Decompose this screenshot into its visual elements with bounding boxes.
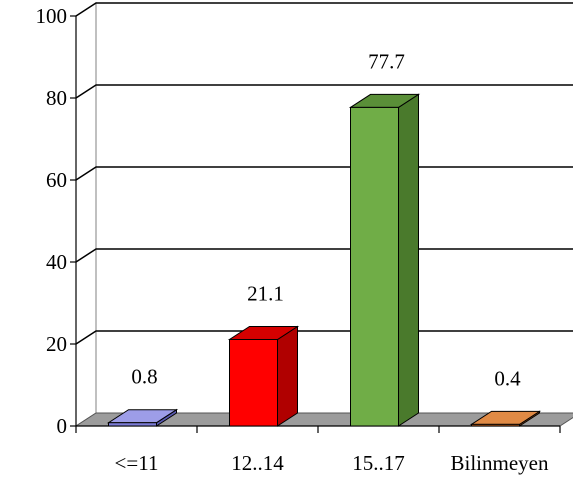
bar-front	[108, 422, 157, 427]
bar	[348, 93, 421, 427]
y-tick-label: 60	[46, 168, 67, 192]
chart-walls	[75, 2, 573, 427]
y-tick-label: 100	[36, 4, 68, 28]
bar-side	[277, 325, 298, 427]
bar	[469, 410, 542, 427]
bar-front	[350, 106, 399, 427]
y-tick-label: 40	[46, 250, 67, 274]
data-labels: 0.8 21.1 77.7 0.4	[131, 49, 521, 390]
bar-front	[229, 338, 278, 427]
category-label: <=11	[115, 451, 159, 475]
data-label: 21.1	[247, 281, 284, 305]
data-label: 0.4	[494, 366, 521, 390]
bars	[106, 93, 542, 427]
gridline	[75, 2, 573, 17]
category-labels: <=11 12..14 15..17 Bilinmeyen	[115, 451, 549, 475]
category-label: 15..17	[352, 451, 405, 475]
category-label: 12..14	[231, 451, 284, 475]
gridline	[75, 84, 573, 99]
bar	[227, 325, 300, 427]
y-tick-label: 80	[46, 86, 67, 110]
bar	[106, 408, 179, 427]
side-wall	[75, 2, 97, 427]
y-tick-label: 0	[57, 414, 68, 438]
category-label: Bilinmeyen	[451, 451, 549, 475]
y-tick-label: 20	[46, 332, 67, 356]
bar-front	[471, 423, 520, 427]
y-tick-labels: 0 20 40 60 80 100	[36, 4, 68, 438]
data-label: 0.8	[131, 365, 157, 389]
data-label: 77.7	[368, 49, 405, 73]
back-wall	[95, 2, 573, 414]
bar-side	[398, 93, 419, 427]
